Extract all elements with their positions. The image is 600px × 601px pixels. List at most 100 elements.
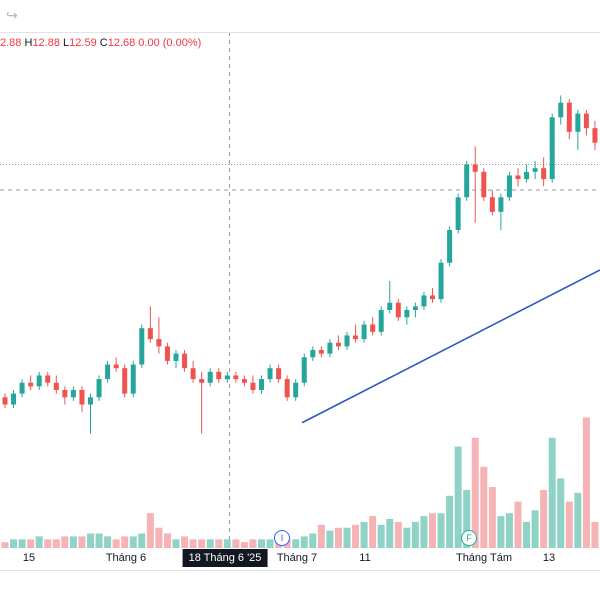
candle-body <box>387 302 393 310</box>
candle-body <box>310 350 316 358</box>
volume-bar <box>488 487 496 548</box>
candle-body <box>224 375 230 380</box>
volume-bar <box>35 536 43 548</box>
volume-bar <box>52 539 60 548</box>
candle-body <box>216 371 222 380</box>
volume-bar <box>121 536 129 548</box>
volume-bar <box>78 536 86 548</box>
candle-body <box>113 364 119 369</box>
candle-body <box>45 375 51 383</box>
candle-body <box>122 368 128 394</box>
x-tick-label: Tháng 7 <box>276 552 318 564</box>
candle-body <box>395 302 401 318</box>
volume-bar <box>163 533 171 548</box>
candle-body <box>233 375 239 380</box>
candle-body <box>96 379 102 398</box>
volume-bar <box>377 524 385 548</box>
volume-bar <box>369 516 377 548</box>
volume-bar <box>471 437 479 548</box>
candle-body <box>583 113 589 129</box>
volume-bar <box>531 510 539 548</box>
volume-bar <box>198 539 206 548</box>
volume-bar <box>505 513 513 548</box>
candle-body <box>53 382 59 390</box>
chart-header: ↪ <box>0 0 600 33</box>
candle-body <box>105 364 111 380</box>
candle-body <box>173 353 179 361</box>
volume-bar <box>591 521 599 548</box>
volume-bar <box>437 513 445 548</box>
candle-body <box>541 168 547 180</box>
candle-body <box>489 197 495 212</box>
candle-body <box>378 310 384 332</box>
volume-bar <box>112 539 120 548</box>
volume-bar <box>523 521 531 548</box>
volume-bar <box>155 527 163 548</box>
volume-bar <box>172 539 180 548</box>
volume-bar <box>181 536 189 548</box>
candle-body <box>267 368 273 380</box>
candle-body <box>250 382 256 390</box>
candle-body <box>524 171 530 180</box>
volume-bar <box>352 524 360 548</box>
open-value: 2.88 <box>0 37 22 49</box>
event-marker-f[interactable]: F <box>461 530 477 546</box>
candle-body <box>481 171 487 198</box>
candle-body <box>11 393 17 405</box>
x-tick-label: 15 <box>22 552 36 564</box>
candle-body <box>2 397 8 405</box>
volume-bar <box>1 542 9 548</box>
volume-bar <box>394 521 402 548</box>
volume-bar <box>87 533 94 548</box>
volume-bar <box>95 533 103 548</box>
volume-bar <box>104 536 112 548</box>
volume-bar <box>61 536 69 548</box>
volume-bar <box>334 527 342 548</box>
candle-body <box>156 339 162 347</box>
redo-icon[interactable]: ↪ <box>6 7 18 23</box>
candle-body <box>301 357 307 383</box>
high-label: H <box>24 37 33 49</box>
volume-bar <box>514 501 522 548</box>
low-label: L <box>63 37 70 49</box>
volume-bar <box>146 513 154 548</box>
candle-body <box>207 371 213 383</box>
candle-body <box>19 382 25 394</box>
volume-bar <box>258 539 265 548</box>
ohlc-legend: 2.88 H12.88 L12.59 C12.68 0.00 (0.00%) <box>0 37 201 49</box>
candle-body <box>344 335 350 347</box>
x-tick-label: 13 <box>542 552 556 564</box>
volume-bar <box>386 519 394 548</box>
volume-bar <box>574 492 582 548</box>
x-tick-label: 11 <box>359 552 371 564</box>
candle-body <box>498 197 504 212</box>
candle-body <box>182 353 188 369</box>
candle-body <box>532 168 538 172</box>
volume-bar <box>44 539 52 548</box>
candle-body <box>361 324 367 340</box>
x-tick-label: Tháng 6 <box>105 552 147 564</box>
candle-body <box>472 164 478 172</box>
candle-body <box>327 342 333 354</box>
candle-body <box>190 368 196 380</box>
volume-bar <box>497 516 505 548</box>
close-value: 12.68 <box>107 37 136 49</box>
bottom-toolbar <box>0 570 600 601</box>
candle-body <box>404 310 410 318</box>
volume-bar <box>429 513 436 548</box>
candle-body <box>79 390 85 405</box>
volume-bar <box>548 437 556 548</box>
volume-bar <box>480 466 488 548</box>
candle-body <box>506 175 512 198</box>
volume-bar <box>223 539 231 548</box>
event-marker-i[interactable]: I <box>274 530 290 546</box>
candle-body <box>447 230 453 263</box>
volume-bar <box>540 490 548 548</box>
crosshair-date-label: 18 Tháng 6 '25 <box>182 549 268 567</box>
candle-body <box>139 328 145 365</box>
volume-bar <box>557 478 565 548</box>
volume-bar <box>446 495 454 548</box>
volume-bar <box>360 521 368 548</box>
volume-bar <box>292 539 300 548</box>
